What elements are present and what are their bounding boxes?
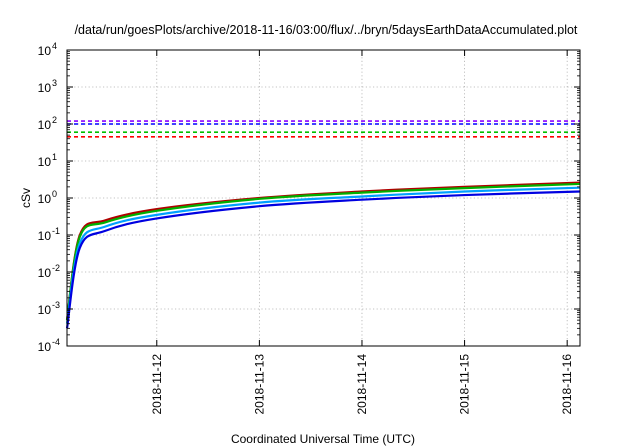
x-tick-label: 2018-11-13 bbox=[252, 354, 266, 415]
y-tick-label: 10 bbox=[38, 340, 52, 354]
series-line bbox=[65, 181, 581, 321]
y-tick-exponent: -3 bbox=[52, 300, 60, 310]
y-tick-exponent: 4 bbox=[52, 41, 57, 51]
series-lines bbox=[65, 181, 581, 329]
y-tick-label: 10 bbox=[38, 266, 52, 280]
y-tick-label: 10 bbox=[38, 192, 52, 206]
series-line bbox=[65, 186, 581, 324]
y-axis-label: cSv bbox=[19, 188, 33, 208]
y-tick-label: 10 bbox=[38, 229, 52, 243]
chart-title: /data/run/goesPlots/archive/2018-11-16/0… bbox=[75, 23, 578, 37]
y-tick-label: 10 bbox=[38, 44, 52, 58]
threshold-lines bbox=[67, 120, 580, 138]
y-tick-label: 10 bbox=[38, 81, 52, 95]
x-tick-label: 2018-11-12 bbox=[150, 354, 164, 415]
y-tick-exponent: 2 bbox=[52, 115, 57, 125]
x-tick-label: 2018-11-15 bbox=[458, 354, 472, 415]
y-tick-exponent: 3 bbox=[52, 78, 57, 88]
y-tick-exponent: -4 bbox=[52, 337, 60, 347]
series-line bbox=[65, 190, 581, 329]
x-tick-label: 2018-11-14 bbox=[355, 354, 369, 415]
series-line bbox=[65, 182, 581, 321]
y-tick-exponent: -2 bbox=[52, 263, 60, 273]
y-tick-exponent: 1 bbox=[52, 152, 57, 162]
y-tick-label: 10 bbox=[38, 303, 52, 317]
y-tick-exponent: 0 bbox=[52, 189, 57, 199]
y-tick-label: 10 bbox=[38, 155, 52, 169]
y-tick-label: 10 bbox=[38, 118, 52, 132]
x-axis-label: Coordinated Universal Time (UTC) bbox=[231, 432, 415, 446]
x-tick-label: 2018-11-16 bbox=[560, 354, 574, 415]
y-tick-exponent: -1 bbox=[52, 226, 60, 236]
